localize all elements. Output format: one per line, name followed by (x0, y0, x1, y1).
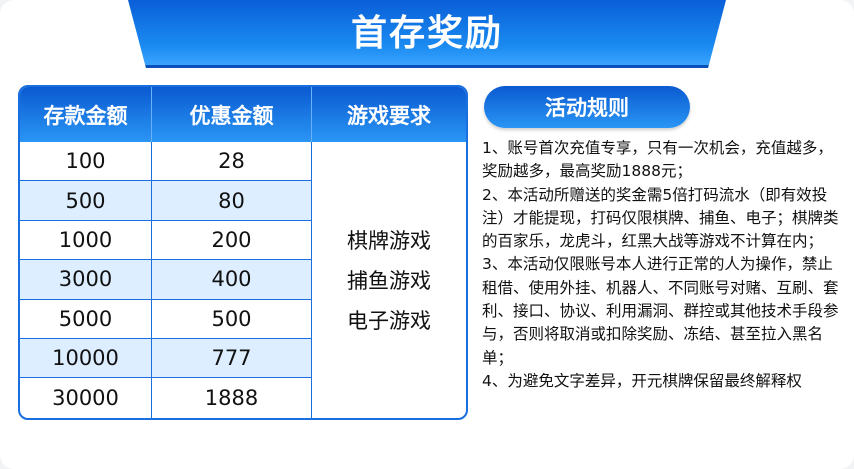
table-header: 存款金额 优惠金额 游戏要求 (20, 87, 466, 142)
game-type: 棋牌游戏 (347, 229, 431, 253)
bonus-cell: 28 (152, 142, 312, 181)
rules-title: 活动规则 (484, 86, 690, 128)
rule-item: 1、账号首次充值专享，只有一次机会，充值越多，奖励越多，最高奖励1888元； (482, 139, 833, 181)
header-bonus: 优惠金额 (152, 87, 312, 142)
table-row: 100 28 (20, 142, 312, 182)
bonus-cell: 80 (152, 181, 312, 220)
header-deposit: 存款金额 (20, 87, 152, 142)
game-type: 电子游戏 (347, 309, 431, 333)
rule-item: 4、为避免文字差异，开元棋牌保留最终解释权 (482, 371, 802, 390)
table-row: 30000 1888 (20, 378, 312, 418)
deposit-cell: 100 (20, 142, 152, 181)
table-row: 1000 200 (20, 220, 312, 261)
bonus-cell: 500 (152, 299, 312, 338)
deposit-cell: 5000 (20, 299, 152, 338)
rule-item: 3、本活动仅限账号本人进行正常的人为操作，禁止租借、使用外挂、机器人、不同账号对… (482, 255, 839, 367)
deposit-cell: 3000 (20, 260, 152, 299)
bonus-cell: 400 (152, 260, 312, 299)
deposit-cell: 1000 (20, 220, 152, 260)
table-row: 3000 400 (20, 260, 312, 300)
title-banner: 首存奖励 (128, 0, 726, 68)
bonus-table: 存款金额 优惠金额 游戏要求 100 28 500 80 1000 200 3000 4… (18, 85, 468, 420)
game-type: 捕鱼游戏 (347, 269, 431, 293)
table-row: 5000 500 (20, 299, 312, 339)
game-requirement-cell: 棋牌游戏 捕鱼游戏 电子游戏 (312, 142, 466, 418)
header-game-requirement: 游戏要求 (347, 103, 431, 128)
bonus-cell: 777 (152, 338, 312, 378)
rules-text: 1、账号首次充值专享，只有一次机会，充值越多，奖励越多，最高奖励1888元； 2… (482, 137, 840, 393)
deposit-cell: 30000 (20, 378, 152, 418)
table-row: 500 80 (20, 181, 312, 221)
deposit-cell: 500 (20, 181, 152, 220)
deposit-cell: 10000 (20, 338, 152, 378)
bonus-cell: 1888 (152, 378, 312, 418)
rule-item: 2、本活动所赠送的奖金需5倍打码流水（即有效投注）才能提现，打码仅限棋牌、捕鱼、… (482, 185, 839, 251)
table-row: 10000 777 (20, 338, 312, 379)
bonus-cell: 200 (152, 220, 312, 260)
page-title: 首存奖励 (350, 13, 503, 54)
